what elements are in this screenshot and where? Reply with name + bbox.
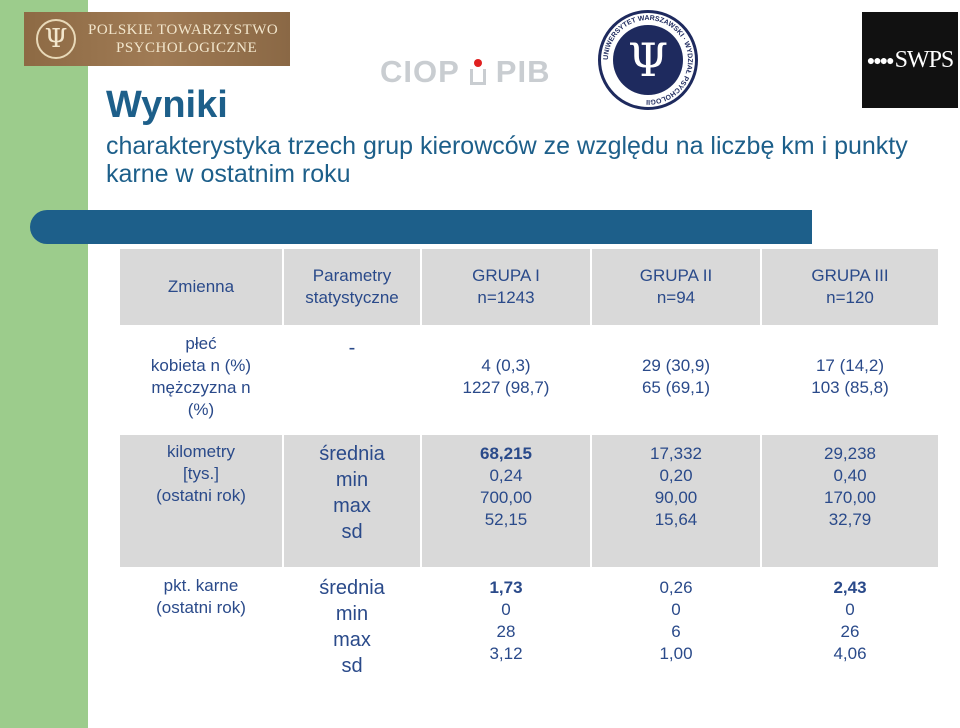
row2-stat-line-1: min xyxy=(335,469,369,491)
row1-var-line-3: (%) xyxy=(187,400,215,419)
header-var-line-0: Zmienna xyxy=(167,277,235,296)
row2-g1-line-2: 700,00 xyxy=(480,488,532,507)
row3-cell-g3: 2,43 0 26 4,06 xyxy=(762,569,938,703)
row1-var-line-1: kobieta n (%) xyxy=(150,356,252,375)
row2-g1-line-0: 68,215 xyxy=(480,444,532,463)
header-cell-var: Zmienna xyxy=(120,249,282,325)
header-cell-g3: GRUPA III n=120 xyxy=(762,249,938,325)
row2-cell-var: kilometry [tys.] (ostatni rok) xyxy=(120,435,282,567)
row1-g1-line-0: 4 (0,3) xyxy=(481,356,531,375)
row3-g1-line-3: 3,12 xyxy=(489,644,523,663)
row3-g2-line-0: 0,26 xyxy=(659,578,693,597)
header-g1-line-1: n=1243 xyxy=(477,288,535,307)
row1-var-line-2: mężczyzna n xyxy=(151,378,251,397)
row1-cell-stat: - xyxy=(284,327,420,433)
row2-g3-line-2: 170,00 xyxy=(824,488,876,507)
row3-cell-var: pkt. karne (ostatni rok) xyxy=(120,569,282,703)
row1-cell-g2: 29 (30,9) 65 (69,1) xyxy=(592,327,760,433)
psi-seal-icon: Ψ xyxy=(613,25,683,95)
row3-g2-line-3: 1,00 xyxy=(659,644,693,663)
row3-stat-line-1: min xyxy=(335,603,369,625)
row1-g3-line-0: 17 (14,2) xyxy=(815,356,885,375)
row3-stat-line-3: sd xyxy=(341,655,363,677)
row2-stat-line-0: średnia xyxy=(319,443,385,465)
row1-g2-line-1: 65 (69,1) xyxy=(641,378,711,397)
header-g1-line-0: GRUPA I xyxy=(472,266,540,285)
left-green-strip xyxy=(0,0,88,728)
row1-g3-line-1: 103 (85,8) xyxy=(811,378,889,397)
header-stat-line-1: statystyczne xyxy=(305,288,399,307)
row2-g2-line-2: 90,00 xyxy=(654,488,698,507)
ciop-logo-text: CIOP xyxy=(380,54,460,89)
row3-g1-line-1: 0 xyxy=(501,600,511,619)
slide-subtitle: charakterystyka trzech grup kierowców ze… xyxy=(106,132,908,188)
people-icon: ●●●● xyxy=(866,52,895,68)
row2-var-line-1: [tys.] xyxy=(183,464,219,483)
row2-stat-line-3: sd xyxy=(341,521,363,543)
row3-g3-line-3: 4,06 xyxy=(833,644,867,663)
row3-cell-g1: 1,73 0 28 3,12 xyxy=(422,569,590,703)
seal-ring-text: UNIWERSYTET WARSZAWSKI · WYDZIAŁ PSYCHOL… xyxy=(603,15,693,105)
header-cell-stat: Parametry statystyczne xyxy=(284,249,420,325)
row3-var-line-1: (ostatni rok) xyxy=(156,598,246,617)
row1-var-line-0: płeć xyxy=(185,334,217,353)
row2-g3-line-1: 0,40 xyxy=(833,466,867,485)
row3-g2-line-2: 6 xyxy=(671,622,681,641)
pto-logo: Ψ POLSKIE TOWARZYSTWO PSYCHOLOGICZNE xyxy=(24,12,290,66)
row2-g2-line-1: 0,20 xyxy=(659,466,693,485)
row1-g2-line-0: 29 (30,9) xyxy=(641,356,711,375)
ciop-pib-logo: CIOP PIB xyxy=(380,54,550,90)
row1-g1-line-1: 1227 (98,7) xyxy=(462,378,550,397)
row3-stat-line-2: max xyxy=(333,629,371,651)
row1-cell-g3: 17 (14,2) 103 (85,8) xyxy=(762,327,938,433)
row2-g3-line-3: 32,79 xyxy=(828,510,872,529)
swps-logo-text: SWPS xyxy=(894,46,955,73)
header-cell-g1: GRUPA I n=1243 xyxy=(422,249,590,325)
ciop-figure-icon xyxy=(466,57,490,87)
row3-g3-line-2: 26 xyxy=(840,622,860,641)
row3-g3-line-1: 0 xyxy=(845,600,855,619)
row1-cell-var: płeć kobieta n (%) mężczyzna n (%) xyxy=(120,327,282,433)
row3-stat-line-0: średnia xyxy=(319,577,385,599)
header-g3-line-1: n=120 xyxy=(826,288,874,307)
header-g2-line-0: GRUPA II xyxy=(639,266,713,285)
row3-g1-line-0: 1,73 xyxy=(489,578,523,597)
slide-title: Wyniki xyxy=(106,84,228,126)
row3-cell-stat: średnia min max sd xyxy=(284,569,420,703)
accent-bar xyxy=(30,210,812,244)
row2-var-line-2: (ostatni rok) xyxy=(156,486,246,505)
pto-logo-line2: PSYCHOLOGICZNE xyxy=(116,40,258,56)
header-g3-line-0: GRUPA III xyxy=(811,266,889,285)
row2-g1-line-1: 0,24 xyxy=(489,466,523,485)
header-g2-line-1: n=94 xyxy=(656,288,696,307)
row1-cell-g1: 4 (0,3) 1227 (98,7) xyxy=(422,327,590,433)
row2-g2-line-3: 15,64 xyxy=(654,510,698,529)
row3-var-line-0: pkt. karne xyxy=(163,576,239,595)
row2-cell-g1: 68,215 0,24 700,00 52,15 xyxy=(422,435,590,567)
row2-stat-line-2: max xyxy=(333,495,371,517)
row3-cell-g2: 0,26 0 6 1,00 xyxy=(592,569,760,703)
psi-emblem-icon: Ψ xyxy=(36,19,76,59)
row2-cell-stat: średnia min max sd xyxy=(284,435,420,567)
header-cell-g2: GRUPA II n=94 xyxy=(592,249,760,325)
row2-g3-line-0: 29,238 xyxy=(824,444,876,463)
swps-logo: ●●●● SWPS xyxy=(862,12,958,108)
row2-cell-g3: 29,238 0,40 170,00 32,79 xyxy=(762,435,938,567)
svg-text:UNIWERSYTET WARSZAWSKI · WYDZI: UNIWERSYTET WARSZAWSKI · WYDZIAŁ PSYCHOL… xyxy=(603,15,693,105)
row1-stat-line-0: - xyxy=(348,337,356,359)
row3-g1-line-2: 28 xyxy=(496,622,516,641)
row2-cell-g2: 17,332 0,20 90,00 15,64 xyxy=(592,435,760,567)
row3-g2-line-1: 0 xyxy=(671,600,681,619)
row2-g2-line-0: 17,332 xyxy=(650,444,702,463)
row2-var-line-0: kilometry xyxy=(166,442,235,461)
content-panel xyxy=(88,88,960,728)
row3-g3-line-0: 2,43 xyxy=(833,578,867,597)
pib-logo-text: PIB xyxy=(495,54,551,89)
pto-logo-line1: POLSKIE TOWARZYSTWO xyxy=(88,22,279,38)
uw-psychology-seal: UNIWERSYTET WARSZAWSKI · WYDZIAŁ PSYCHOL… xyxy=(598,10,698,110)
row2-g1-line-3: 52,15 xyxy=(484,510,528,529)
header-stat-line-0: Parametry xyxy=(312,266,392,285)
